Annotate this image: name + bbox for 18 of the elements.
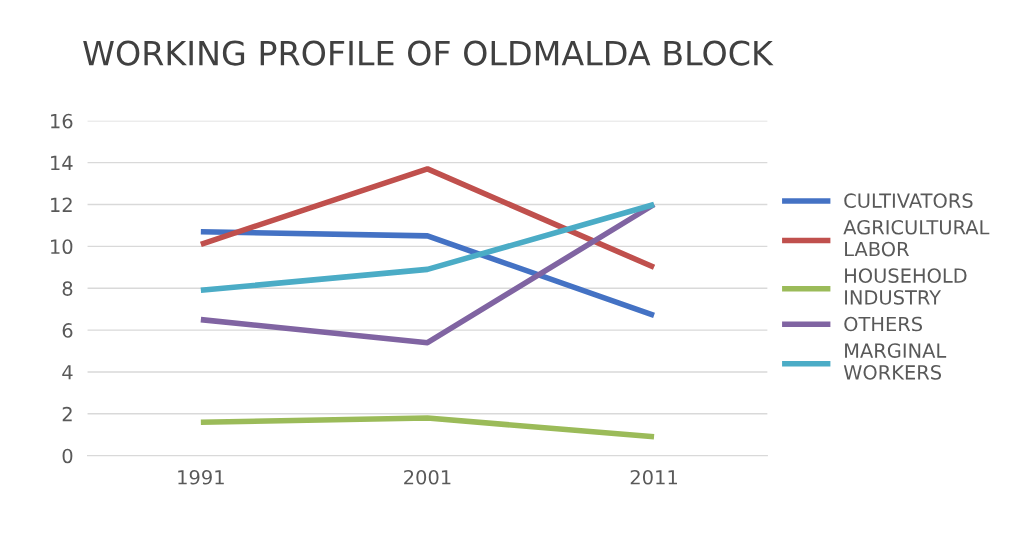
y-tick-label: 4 bbox=[62, 365, 73, 380]
legend-label: HOUSEHOLD INDUSTRY bbox=[845, 268, 967, 305]
y-tick-label: 8 bbox=[62, 281, 73, 296]
y-tick-label: 16 bbox=[51, 113, 73, 129]
legend-label: CULTIVATORS bbox=[844, 193, 973, 209]
y-tick-label: 14 bbox=[51, 155, 73, 171]
legend-label: MARGINAL WORKERS bbox=[843, 343, 947, 380]
x-tick-label: 2011 bbox=[630, 469, 677, 485]
x-tick-label: 1991 bbox=[178, 469, 224, 485]
legend-label: AGRICULTURAL LABOR bbox=[843, 219, 990, 257]
x-tick-label: 2001 bbox=[404, 469, 451, 485]
y-tick-label: 2 bbox=[62, 406, 72, 422]
y-tick-label: 0 bbox=[62, 448, 73, 464]
y-tick-label: 12 bbox=[51, 197, 72, 212]
y-tick-label: 6 bbox=[62, 323, 73, 338]
chart-title: WORKING PROFILE OF OLDMALDA BLOCK bbox=[83, 40, 774, 66]
legend-label: OTHERS bbox=[844, 316, 923, 332]
y-tick-label: 10 bbox=[51, 239, 73, 255]
